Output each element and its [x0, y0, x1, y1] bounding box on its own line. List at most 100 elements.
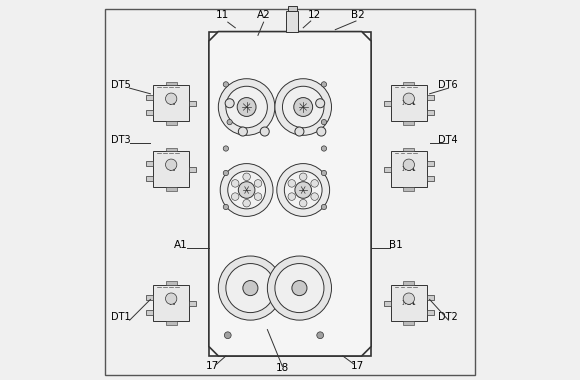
Circle shape: [237, 98, 256, 116]
Text: DT2: DT2: [438, 312, 458, 322]
Bar: [391, 151, 427, 187]
Bar: [427, 161, 433, 166]
Circle shape: [292, 280, 307, 296]
Bar: [147, 295, 153, 300]
Bar: [403, 147, 415, 151]
Circle shape: [321, 82, 327, 87]
Circle shape: [227, 119, 232, 125]
Text: 12: 12: [308, 10, 321, 21]
Circle shape: [284, 171, 322, 209]
Bar: [209, 32, 371, 356]
Text: DT5: DT5: [111, 80, 130, 90]
Circle shape: [311, 180, 318, 187]
Polygon shape: [209, 32, 371, 356]
Circle shape: [321, 204, 327, 210]
Bar: [165, 147, 177, 151]
Circle shape: [275, 264, 324, 313]
Circle shape: [231, 193, 239, 200]
Bar: [147, 161, 153, 166]
Circle shape: [277, 164, 329, 216]
Circle shape: [288, 180, 296, 187]
Bar: [286, 11, 298, 32]
Circle shape: [403, 293, 415, 304]
Bar: [391, 86, 427, 121]
Text: A2: A2: [257, 10, 270, 21]
Circle shape: [243, 173, 251, 180]
Circle shape: [226, 264, 275, 313]
Bar: [165, 121, 177, 125]
Bar: [153, 285, 189, 321]
Text: MA: MA: [402, 99, 416, 107]
Circle shape: [295, 127, 304, 136]
Text: 11: 11: [216, 10, 229, 21]
Bar: [403, 187, 415, 191]
Bar: [391, 285, 427, 321]
Circle shape: [321, 146, 327, 151]
Text: DT6: DT6: [438, 80, 458, 90]
Circle shape: [224, 332, 231, 339]
Bar: [165, 187, 177, 191]
Circle shape: [294, 98, 313, 116]
Bar: [189, 166, 196, 172]
Circle shape: [226, 86, 267, 128]
Bar: [147, 176, 153, 181]
Bar: [427, 110, 433, 115]
Bar: [165, 321, 177, 325]
Circle shape: [403, 159, 415, 170]
Bar: [427, 176, 433, 181]
Bar: [147, 95, 153, 100]
Circle shape: [267, 256, 332, 320]
Text: W: W: [167, 165, 176, 173]
Circle shape: [299, 200, 307, 207]
Bar: [384, 166, 391, 172]
Circle shape: [165, 293, 177, 304]
Circle shape: [403, 93, 415, 104]
Bar: [403, 121, 415, 125]
Circle shape: [275, 79, 332, 135]
Bar: [147, 310, 153, 315]
Text: B1: B1: [389, 241, 403, 250]
Text: B2: B2: [351, 10, 365, 21]
Circle shape: [288, 193, 296, 200]
Circle shape: [223, 146, 229, 151]
Circle shape: [321, 119, 327, 125]
Bar: [165, 82, 177, 86]
Circle shape: [282, 86, 324, 128]
Circle shape: [243, 280, 258, 296]
Bar: [288, 6, 297, 11]
Bar: [403, 321, 415, 325]
Bar: [384, 101, 391, 106]
Circle shape: [316, 99, 325, 108]
Circle shape: [223, 170, 229, 176]
Circle shape: [165, 93, 177, 104]
Circle shape: [321, 170, 327, 176]
Text: DT1: DT1: [111, 312, 130, 322]
Circle shape: [260, 127, 269, 136]
Circle shape: [231, 180, 239, 187]
Circle shape: [317, 332, 324, 339]
Circle shape: [254, 180, 262, 187]
Bar: [189, 101, 196, 106]
Circle shape: [220, 164, 273, 216]
Bar: [153, 151, 189, 187]
Circle shape: [228, 171, 266, 209]
Text: MA: MA: [402, 165, 416, 173]
Bar: [427, 295, 433, 300]
Circle shape: [243, 200, 251, 207]
Circle shape: [299, 173, 307, 180]
Bar: [403, 82, 415, 86]
Circle shape: [223, 82, 229, 87]
Bar: [165, 282, 177, 285]
Circle shape: [317, 127, 326, 136]
Bar: [427, 95, 433, 100]
Text: W: W: [167, 99, 176, 107]
Circle shape: [238, 127, 248, 136]
Circle shape: [223, 204, 229, 210]
Circle shape: [254, 193, 262, 200]
Bar: [384, 301, 391, 306]
Text: 17: 17: [351, 361, 364, 371]
Circle shape: [295, 182, 311, 198]
Bar: [403, 282, 415, 285]
Text: W: W: [167, 299, 176, 307]
Bar: [189, 301, 196, 306]
